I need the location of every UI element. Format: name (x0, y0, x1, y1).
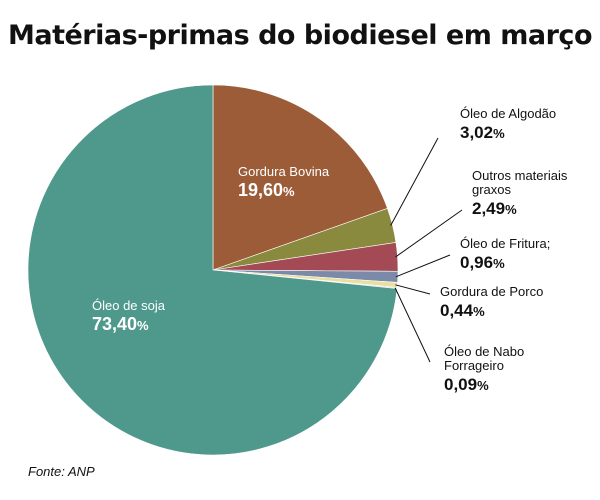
leader-line (390, 137, 439, 226)
slice-label-value: 19,60% (238, 180, 295, 200)
slice-label: Óleo de Fritura; 0,96% (460, 236, 550, 272)
slice-label-value: 0,44% (440, 301, 485, 320)
slice-label-name: Óleo de Fritura; (460, 236, 550, 251)
leader-line (394, 287, 431, 363)
pie-slice (27, 84, 398, 456)
slice-label-name: Outros materiais graxos (472, 168, 568, 197)
slice-label-value: 0,96% (460, 253, 505, 272)
chart-title: Matérias-primas do biodiesel em março (7, 20, 593, 51)
slice-label-value: 3,02% (460, 123, 505, 142)
slice-label: Gordura de Porco 0,44% (440, 284, 543, 320)
slice-label-name: Óleo de soja (92, 298, 166, 313)
slice-label-name: Gordura de Porco (440, 284, 543, 299)
leader-line (395, 284, 431, 295)
slice-label: Óleo de Nabo Forrageiro 0,09% (444, 344, 524, 394)
leader-line (395, 209, 463, 258)
source-note: Fonte: ANP (28, 464, 95, 479)
slice-label: Óleo de Algodão 3,02% (460, 106, 556, 142)
slice-label-name: Gordura Bovina (238, 164, 330, 179)
slice-label-value: 73,40% (92, 314, 149, 334)
slice-label: Outros materiais graxos 2,49% (472, 168, 568, 218)
slice-label-value: 2,49% (472, 199, 517, 218)
slice-label-value: 0,09% (444, 375, 489, 394)
leader-line (395, 254, 451, 278)
slice-label-name: Óleo de Nabo Forrageiro (444, 344, 524, 373)
slice-label-name: Óleo de Algodão (460, 106, 556, 121)
